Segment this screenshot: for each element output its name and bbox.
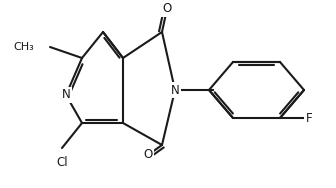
Text: N: N <box>171 83 179 96</box>
Text: O: O <box>143 149 153 161</box>
Text: F: F <box>306 111 312 124</box>
Text: O: O <box>162 2 172 15</box>
Text: CH₃: CH₃ <box>14 42 34 52</box>
Text: Cl: Cl <box>56 156 68 170</box>
Text: N: N <box>61 89 70 102</box>
